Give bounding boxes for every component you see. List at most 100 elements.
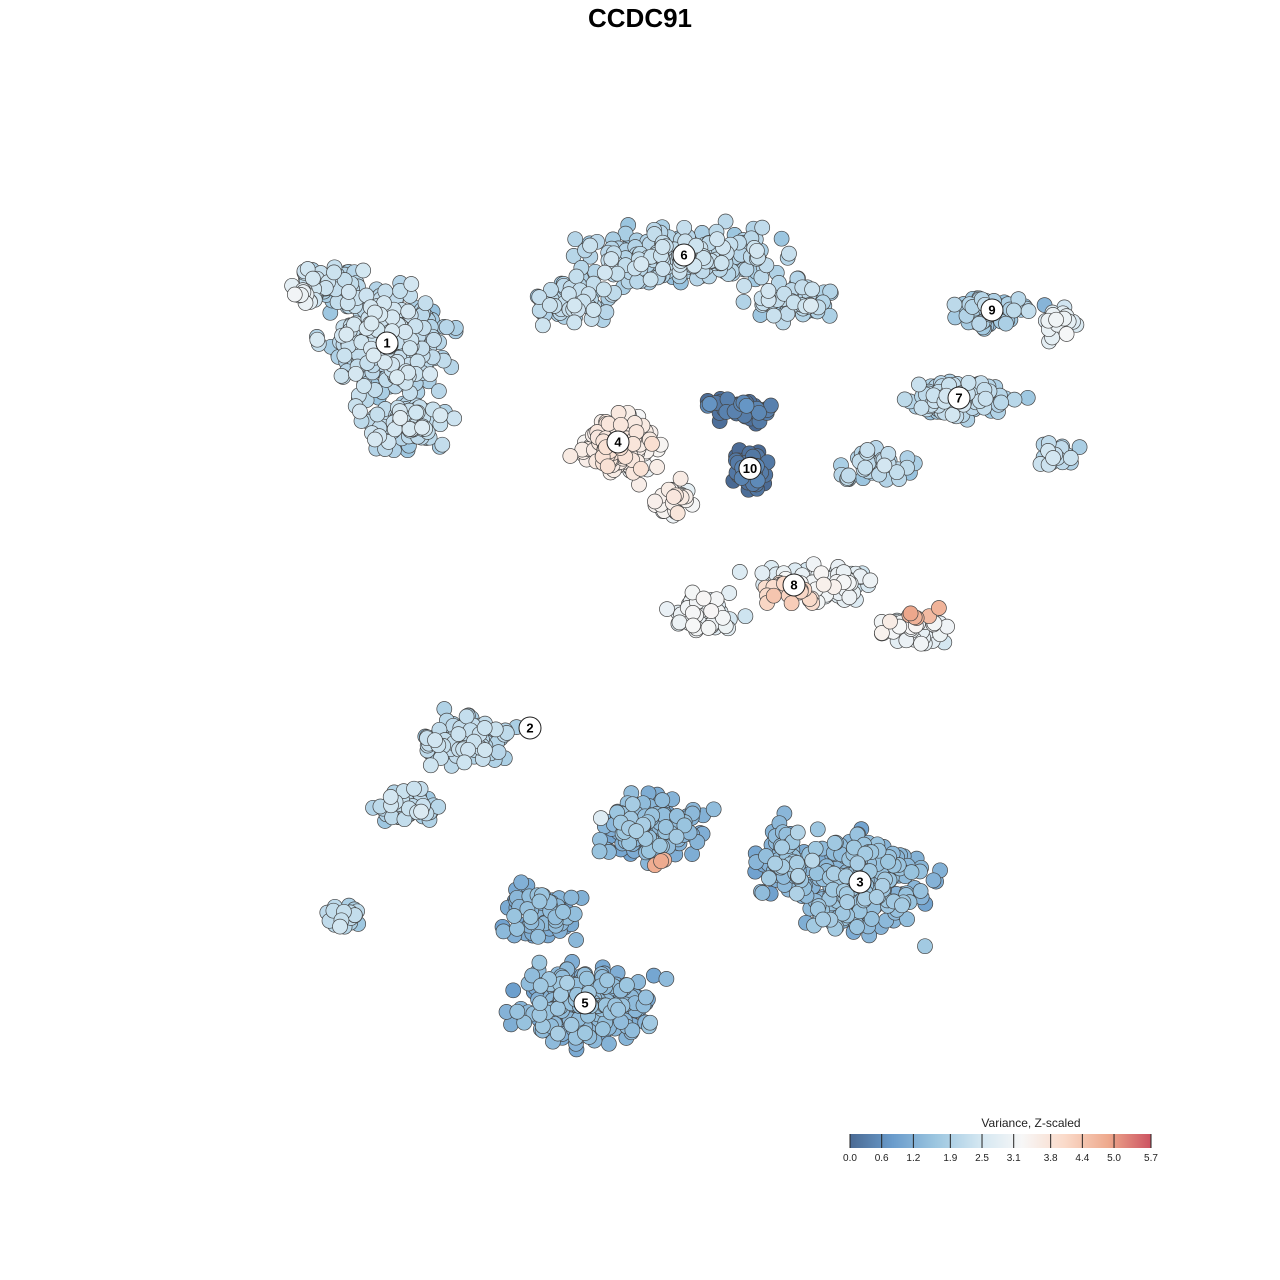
data-point	[774, 839, 790, 856]
data-point	[826, 835, 843, 851]
data-point	[874, 625, 890, 641]
legend-tick-label: 2.5	[975, 1153, 989, 1164]
data-point	[749, 242, 765, 259]
cluster-label-badge	[980, 298, 1004, 322]
data-point	[633, 460, 649, 477]
data-point	[822, 283, 839, 300]
data-point	[913, 399, 930, 416]
data-point	[550, 1025, 566, 1042]
data-point	[434, 436, 451, 453]
data-point	[977, 390, 994, 407]
data-point	[535, 317, 551, 334]
data-point	[713, 255, 730, 271]
data-point	[913, 635, 929, 652]
data-point	[803, 297, 819, 314]
legend-tick-label: 5.0	[1107, 1153, 1121, 1164]
data-point	[659, 601, 675, 617]
cluster-label-text: 8	[790, 578, 797, 593]
data-point	[767, 855, 783, 872]
data-point	[1020, 303, 1037, 319]
data-point	[809, 821, 826, 838]
data-point	[765, 307, 782, 324]
data-point	[1062, 450, 1079, 466]
cluster-label-badge	[375, 331, 399, 355]
cluster-label-4: 4	[606, 430, 630, 454]
data-point	[1019, 389, 1036, 406]
cluster-label-text: 10	[743, 461, 757, 476]
data-point	[567, 231, 584, 248]
data-point	[578, 970, 595, 987]
data-point	[644, 435, 660, 452]
data-point	[912, 883, 929, 899]
data-point	[549, 1000, 566, 1017]
data-point	[859, 442, 876, 458]
data-point	[582, 237, 598, 254]
data-point	[426, 332, 442, 348]
data-point	[863, 911, 880, 927]
legend-tick-label: 4.4	[1075, 1153, 1089, 1164]
legend-tick-label: 1.9	[943, 1153, 957, 1164]
data-point	[709, 231, 725, 248]
data-point	[599, 972, 616, 989]
cluster-labels: 1 2 3 4 5 6 7 8 9 10	[375, 243, 1004, 1015]
data-point	[506, 908, 523, 924]
cluster-label-badge	[672, 243, 696, 267]
data-point	[653, 853, 669, 870]
data-point	[347, 365, 364, 382]
data-point	[1058, 326, 1075, 342]
data-point	[754, 219, 771, 236]
data-point	[333, 368, 350, 384]
cluster-label-text: 5	[581, 996, 588, 1011]
cluster-label-badge	[606, 430, 630, 454]
data-point	[408, 404, 424, 421]
data-point	[577, 1025, 593, 1041]
data-point	[638, 989, 654, 1006]
data-point	[1048, 311, 1064, 328]
legend-tick-label: 3.8	[1044, 1153, 1058, 1164]
data-point	[882, 613, 898, 630]
cluster-label-8: 8	[782, 573, 806, 597]
data-point	[676, 817, 693, 834]
data-point	[417, 295, 434, 312]
data-point	[458, 708, 475, 725]
data-point	[392, 410, 409, 426]
data-point	[543, 281, 559, 298]
data-point	[765, 587, 782, 604]
data-point	[917, 938, 933, 955]
data-point	[531, 893, 548, 910]
data-point	[594, 1021, 611, 1037]
cluster-label-text: 7	[955, 391, 962, 406]
data-point	[695, 590, 712, 607]
data-point	[849, 919, 865, 935]
data-point	[382, 789, 399, 805]
data-point	[815, 911, 831, 928]
data-point	[790, 868, 807, 884]
data-point	[400, 303, 417, 320]
data-point	[751, 404, 767, 421]
data-point	[568, 932, 584, 948]
data-point	[555, 904, 571, 920]
data-point	[585, 302, 602, 318]
data-point	[654, 239, 671, 255]
data-point	[633, 256, 650, 273]
data-point	[563, 1017, 580, 1033]
data-point	[352, 403, 368, 420]
data-point	[530, 928, 546, 945]
data-point	[601, 1035, 617, 1052]
legend-tick-label: 3.1	[1007, 1153, 1021, 1164]
data-point	[902, 605, 919, 622]
data-point	[1045, 450, 1061, 466]
data-point	[389, 369, 405, 386]
cluster-label-text: 1	[383, 336, 390, 351]
cluster-label-2: 2	[518, 716, 542, 740]
data-point	[1006, 391, 1023, 408]
data-point	[356, 378, 372, 394]
data-point	[610, 1001, 627, 1018]
data-point	[894, 897, 910, 914]
data-point	[531, 954, 548, 971]
data-point	[672, 470, 689, 487]
data-point	[657, 819, 674, 835]
data-point	[513, 874, 530, 891]
data-point	[849, 855, 866, 872]
cluster-label-badge	[848, 870, 872, 894]
